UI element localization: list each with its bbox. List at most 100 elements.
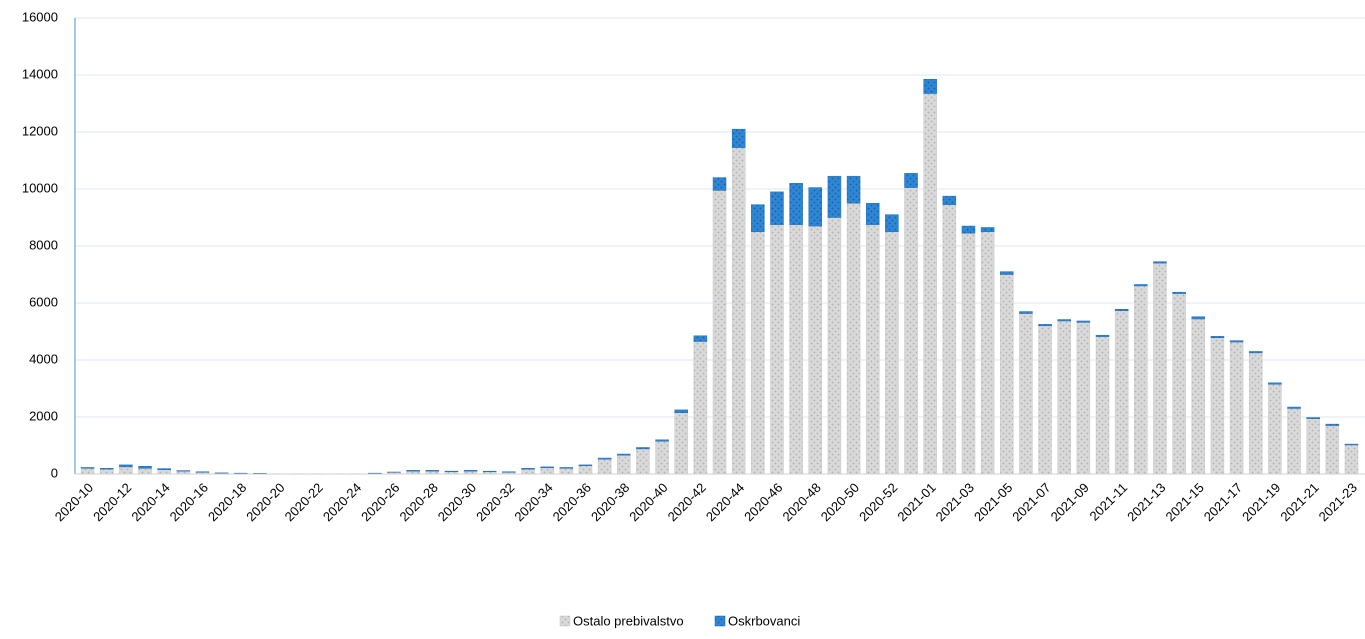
x-tick-label: 2020-38 — [588, 480, 632, 524]
x-tick-label: 2021-19 — [1239, 480, 1283, 524]
bar-segment — [100, 469, 113, 474]
bar-segment — [1000, 272, 1013, 275]
bar-segment — [675, 410, 688, 413]
x-tick-label: 2020-32 — [473, 480, 517, 524]
x-tick-label: 2020-14 — [128, 480, 172, 524]
x-tick-label: 2021-23 — [1316, 480, 1360, 524]
bar-segment — [1288, 408, 1301, 474]
bar-segment — [1058, 321, 1071, 474]
bar-segment — [139, 466, 152, 468]
bar-segment — [1019, 312, 1032, 314]
bar-segment — [541, 467, 554, 468]
x-tick-label: 2021-15 — [1162, 480, 1206, 524]
y-tick-label: 10000 — [22, 180, 58, 195]
bar-segment — [483, 471, 496, 472]
bar-segment — [1039, 324, 1052, 325]
bar-segment — [962, 226, 975, 233]
bar-segment — [1211, 338, 1224, 474]
bar-segment — [1268, 383, 1281, 384]
bar-segment — [1134, 286, 1147, 474]
bar-segment — [809, 188, 822, 226]
bar-segment — [1230, 341, 1243, 342]
bar-segment — [732, 148, 745, 474]
bar-segment — [1345, 445, 1358, 474]
x-tick-label: 2020-30 — [435, 480, 479, 524]
y-tick-label: 2000 — [29, 408, 58, 423]
bar-segment — [158, 470, 171, 474]
bar-segment — [1230, 342, 1243, 474]
bar-segment — [981, 227, 994, 231]
y-tick-label: 8000 — [29, 237, 58, 252]
bar-segment — [905, 173, 918, 187]
bar-segment — [196, 472, 209, 473]
bar-segment — [847, 203, 860, 474]
bar-segment — [694, 336, 707, 342]
bar-segment — [1019, 314, 1032, 474]
bar-segment — [885, 232, 898, 474]
x-tick-label: 2021-21 — [1277, 480, 1321, 524]
x-tick-label: 2020-42 — [665, 480, 709, 524]
x-tick-label: 2020-36 — [550, 480, 594, 524]
x-tick-label: 2020-50 — [818, 480, 862, 524]
bar-segment — [1211, 336, 1224, 337]
bar-segment — [119, 467, 132, 474]
bar-segment — [464, 470, 477, 471]
bar-segment — [387, 472, 400, 474]
bar-segment — [617, 454, 630, 455]
bar-segment — [656, 440, 669, 441]
bar-segment — [847, 176, 860, 203]
bar-segment — [177, 471, 190, 472]
bar-segment — [1345, 444, 1358, 445]
bar-segment — [522, 469, 535, 474]
x-tick-label: 2020-28 — [396, 480, 440, 524]
y-tick-label: 16000 — [22, 9, 58, 24]
bar-segment — [924, 94, 937, 474]
bar-segment — [598, 459, 611, 474]
bar-segment — [1134, 284, 1147, 285]
bar-segment — [560, 468, 573, 474]
y-tick-label: 14000 — [22, 66, 58, 81]
x-tick-label: 2020-52 — [856, 480, 900, 524]
bar-segment — [445, 472, 458, 474]
bar-segment — [464, 471, 477, 474]
x-tick-label: 2020-10 — [52, 480, 96, 524]
bar-segment — [426, 470, 439, 471]
bar-segment — [579, 466, 592, 474]
bar-segment — [1173, 292, 1186, 293]
y-tick-label: 12000 — [22, 123, 58, 138]
bar-segment — [732, 129, 745, 148]
bar-segment — [100, 468, 113, 469]
bar-segment — [751, 205, 764, 232]
bar-segment — [790, 225, 803, 474]
bar-segment — [1249, 353, 1262, 474]
bar-segment — [751, 232, 764, 474]
y-tick-label: 0 — [51, 465, 58, 480]
x-tick-label: 2021-17 — [1201, 480, 1245, 524]
bar-segment — [158, 469, 171, 470]
x-tick-label: 2021-09 — [1048, 480, 1092, 524]
bar-segment — [81, 468, 94, 474]
bar-segment — [426, 471, 439, 474]
bar-segment — [407, 471, 420, 474]
x-tick-label: 2020-48 — [779, 480, 823, 524]
bar-segment — [1192, 317, 1205, 319]
bar-segment — [1288, 407, 1301, 408]
y-tick-label: 4000 — [29, 351, 58, 366]
bar-segment — [866, 225, 879, 474]
bar-segment — [483, 472, 496, 474]
bar-segment — [713, 178, 726, 191]
bar-segment — [1153, 262, 1166, 263]
bar-segment — [617, 455, 630, 474]
bar-segment — [1326, 424, 1339, 425]
bar-segment — [119, 465, 132, 467]
bar-segment — [579, 465, 592, 466]
x-tick-label: 2020-24 — [320, 480, 364, 524]
bar-segment — [502, 472, 515, 474]
bar-segment — [1039, 326, 1052, 474]
bar-segment — [675, 413, 688, 474]
x-tick-label: 2021-13 — [1124, 480, 1168, 524]
bar-segment — [1153, 263, 1166, 474]
legend-swatch — [560, 616, 570, 626]
bar-segment — [656, 441, 669, 474]
